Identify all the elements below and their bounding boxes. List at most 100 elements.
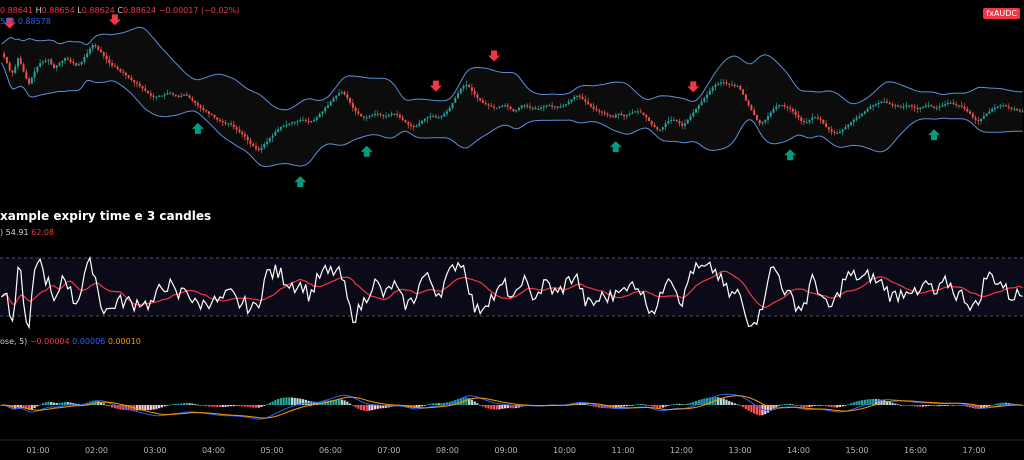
macd-histogram-bar bbox=[938, 405, 941, 407]
chart-note: xample expiry time e 3 candles bbox=[0, 209, 212, 223]
macd-histogram-bar bbox=[52, 402, 56, 405]
macd-histogram-bar bbox=[797, 405, 800, 406]
macd-histogram-bar bbox=[891, 402, 894, 405]
macd-histogram-bar bbox=[736, 404, 739, 406]
candle-body bbox=[124, 72, 127, 76]
macd-histogram-bar bbox=[180, 403, 183, 405]
candle-body bbox=[797, 115, 800, 118]
candle-body bbox=[1002, 105, 1005, 107]
rsi-legend: ) 54.91 62.08 bbox=[0, 228, 54, 237]
macd-histogram-bar bbox=[966, 405, 969, 407]
candle-body bbox=[631, 112, 634, 114]
candle-body bbox=[279, 127, 282, 130]
macd-histogram-bar bbox=[589, 405, 592, 406]
candle-body bbox=[600, 111, 603, 113]
macd-histogram-bar bbox=[127, 405, 130, 411]
macd-histogram-bar bbox=[761, 405, 764, 416]
candle-body bbox=[5, 57, 8, 64]
candle-body bbox=[747, 100, 750, 106]
candle-body bbox=[476, 94, 479, 99]
candle-body bbox=[933, 106, 936, 108]
candle-body bbox=[351, 102, 354, 108]
candle-body bbox=[1021, 111, 1024, 113]
macd-histogram-bar bbox=[595, 405, 598, 408]
price-pane[interactable] bbox=[0, 14, 1024, 188]
macd-histogram-bar bbox=[335, 399, 338, 405]
macd-histogram-bar bbox=[357, 405, 360, 409]
candle-body bbox=[825, 123, 828, 128]
macd-histogram-bar bbox=[66, 402, 69, 405]
candle-body bbox=[77, 64, 80, 66]
candle-body bbox=[791, 108, 794, 112]
macd-histogram-bar bbox=[384, 405, 388, 408]
macd-histogram-bar bbox=[753, 405, 756, 414]
candle-body bbox=[761, 122, 764, 124]
candle-body bbox=[335, 95, 338, 99]
macd-histogram-bar bbox=[741, 405, 745, 408]
candle-body bbox=[808, 119, 811, 123]
candle-body bbox=[891, 104, 894, 106]
macd-histogram-bar bbox=[944, 405, 947, 406]
macd-histogram-bar bbox=[681, 404, 684, 406]
rsi-pane[interactable] bbox=[0, 255, 1024, 330]
candle-body bbox=[944, 104, 947, 106]
candle-body bbox=[462, 86, 465, 89]
candle-body bbox=[980, 118, 983, 122]
macd-histogram-bar bbox=[371, 405, 374, 411]
candle-body bbox=[291, 122, 293, 124]
macd-histogram-bar bbox=[313, 401, 316, 405]
candle-body bbox=[429, 116, 432, 118]
macd-histogram-bar bbox=[838, 405, 842, 408]
time-axis-tick-label: 07:00 bbox=[377, 446, 400, 455]
macd-histogram-bar bbox=[426, 404, 429, 406]
candle-body bbox=[838, 131, 841, 134]
macd-histogram-bar bbox=[376, 405, 379, 409]
macd-histogram-bar bbox=[495, 405, 498, 410]
candle-body bbox=[205, 110, 208, 112]
buy-arrow-icon bbox=[360, 145, 373, 157]
candle-body bbox=[656, 127, 659, 130]
macd-histogram-bar bbox=[766, 405, 770, 413]
macd-histogram-bar bbox=[639, 403, 642, 405]
macd-histogram-bar bbox=[777, 405, 781, 406]
macd-histogram-bar bbox=[957, 405, 961, 406]
macd-histogram-bar bbox=[996, 403, 999, 405]
time-axis-tick-label: 03:00 bbox=[143, 446, 166, 455]
macd-histogram-bar bbox=[816, 405, 819, 406]
candle-body bbox=[708, 90, 711, 95]
macd-histogram-bar bbox=[210, 405, 213, 407]
macd-pane[interactable] bbox=[0, 393, 1024, 420]
candle-body bbox=[540, 107, 543, 109]
candle-body bbox=[852, 119, 855, 123]
macd-histogram-bar bbox=[22, 405, 25, 408]
macd-histogram-bar bbox=[61, 402, 64, 405]
candle-body bbox=[302, 119, 305, 121]
macd-histogram-bar bbox=[44, 402, 47, 405]
macd-histogram-bar bbox=[146, 405, 150, 411]
macd-histogram-bar bbox=[191, 403, 194, 405]
candle-body bbox=[288, 123, 291, 125]
candle-body bbox=[232, 124, 235, 128]
macd-histogram-bar bbox=[786, 403, 789, 405]
candle-body bbox=[30, 77, 33, 84]
symbol-badge[interactable]: fxAUDC bbox=[983, 8, 1020, 19]
candle-body bbox=[836, 133, 839, 135]
macd-histogram-bar bbox=[27, 405, 31, 410]
candle-body bbox=[841, 129, 844, 132]
candle-body bbox=[113, 65, 116, 67]
candle-body bbox=[340, 92, 343, 94]
rsi-ma-line bbox=[1, 270, 1023, 309]
candle-body bbox=[11, 70, 14, 73]
macd-histogram-bar bbox=[739, 405, 742, 406]
macd-histogram-bar bbox=[802, 405, 806, 408]
candle-body bbox=[506, 105, 509, 107]
candle-body bbox=[271, 135, 274, 138]
candle-body bbox=[526, 105, 529, 107]
candle-body bbox=[728, 83, 731, 85]
macd-histogram-bar bbox=[988, 405, 991, 407]
macd-histogram-bar bbox=[340, 399, 343, 405]
candle-body bbox=[886, 101, 888, 103]
ohlc-legend: 0.88641 H0.88654 L0.88624 C0.88624 −0.00… bbox=[0, 6, 239, 15]
macd-histogram-bar bbox=[227, 405, 230, 407]
